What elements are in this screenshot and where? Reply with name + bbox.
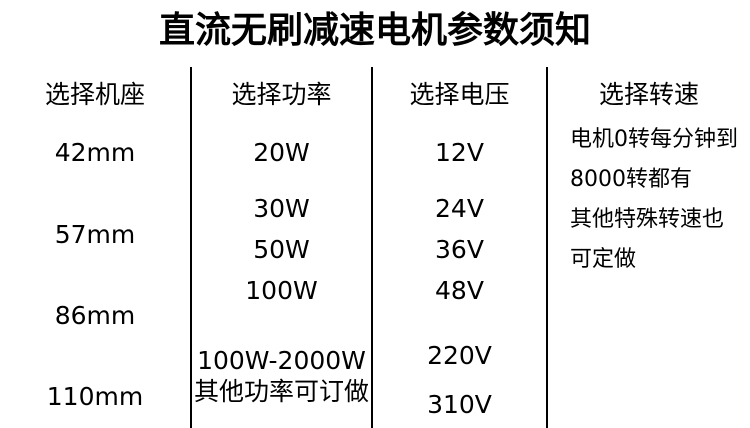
voltage-option: 12V: [435, 138, 484, 167]
power-option: 20W: [253, 138, 310, 167]
voltage-option: 36V: [435, 235, 484, 264]
speed-note-line: 其他特殊转速也: [570, 207, 725, 232]
voltage-option: 24V: [435, 194, 484, 223]
frame-size-option: 86mm: [54, 301, 136, 330]
column-header-frame-size: 选择机座: [44, 80, 145, 109]
speed-note-line: 可定做: [570, 247, 637, 272]
column-voltage: 选择电压 12V 24V 36V 48V 220V 310V: [373, 0, 546, 428]
column-divider-1: [190, 67, 192, 428]
power-option: 50W: [253, 235, 310, 264]
power-custom-note: 其他功率可订做: [193, 377, 369, 406]
column-divider-2: [371, 67, 373, 428]
frame-size-option: 110mm: [46, 382, 144, 411]
column-header-voltage: 选择电压: [409, 80, 510, 109]
page-title: 直流无刷减速电机参数须知: [158, 10, 591, 51]
column-header-speed: 选择转速: [598, 80, 699, 109]
power-range-note: 100W-2000W: [197, 346, 366, 375]
voltage-option: 220V: [427, 341, 492, 370]
column-power: 选择功率 20W 30W 50W 100W 100W-2000W 其他功率可订做: [192, 0, 371, 428]
voltage-option: 48V: [435, 276, 484, 305]
column-divider-3: [546, 67, 548, 428]
column-frame-size: 选择机座 42mm 57mm 86mm 110mm: [0, 0, 190, 428]
frame-size-option: 57mm: [54, 220, 136, 249]
power-option: 100W: [245, 276, 318, 305]
column-header-power: 选择功率: [231, 80, 332, 109]
frame-size-option: 42mm: [54, 138, 136, 167]
speed-note-line: 8000转都有: [570, 167, 692, 192]
speed-note-line: 电机0转每分钟到: [570, 127, 738, 152]
power-option: 30W: [253, 194, 310, 223]
voltage-option: 310V: [427, 390, 492, 419]
column-speed: 选择转速 电机0转每分钟到 8000转都有 其他特殊转速也 可定做: [548, 0, 750, 428]
